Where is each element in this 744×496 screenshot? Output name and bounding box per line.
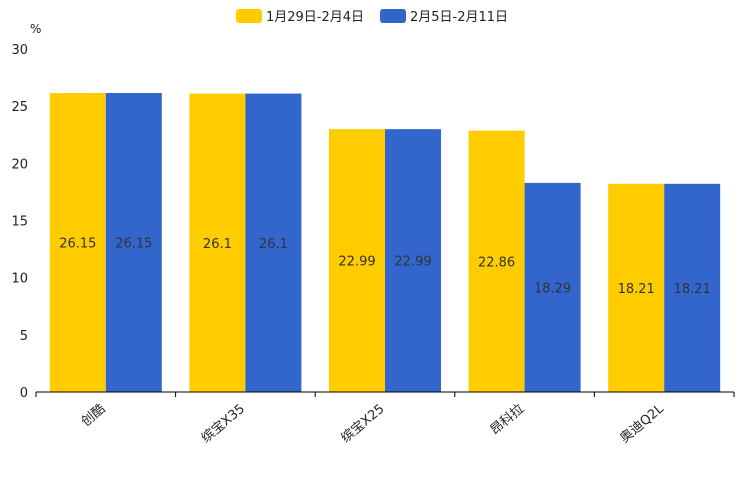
bar-value-label: 26.15 xyxy=(59,237,96,252)
legend-item-series-2[interactable]: 2月5日-2月11日 xyxy=(380,6,508,25)
bar xyxy=(664,183,721,392)
bar-value-label: 18.21 xyxy=(674,282,711,297)
bar-value-label: 18.29 xyxy=(534,281,571,296)
y-tick-label: 0 xyxy=(20,386,28,401)
bar-value-label: 22.86 xyxy=(478,255,515,270)
legend-swatch-series-2 xyxy=(380,8,406,23)
x-tick-label: 缤宝X35 xyxy=(198,401,248,446)
bar xyxy=(524,182,581,392)
x-tick-label: 缤宝X25 xyxy=(338,401,388,446)
bar-value-label: 26.15 xyxy=(115,237,152,252)
x-tick-label: 创酷 xyxy=(79,402,109,430)
x-tick-label: 昂科拉 xyxy=(488,402,528,439)
bar xyxy=(468,130,525,392)
y-tick-label: 5 xyxy=(20,329,28,344)
bar-value-label: 18.21 xyxy=(618,282,655,297)
x-tick-label: 奥迪Q2L xyxy=(617,401,667,446)
legend-label-series-2: 2月5日-2月11日 xyxy=(410,10,509,25)
legend-item-series-1[interactable]: 1月29日-2月4日 xyxy=(235,6,364,25)
bar xyxy=(189,93,246,392)
bar-value-label: 26.1 xyxy=(259,237,288,252)
y-axis-unit: % xyxy=(30,22,42,36)
bar xyxy=(105,93,162,392)
y-tick-label: 20 xyxy=(11,157,28,172)
y-tick-label: 15 xyxy=(11,215,28,230)
bar-value-label: 26.1 xyxy=(203,237,232,252)
bar-value-label: 22.99 xyxy=(338,255,375,270)
legend-swatch-series-1 xyxy=(235,8,262,23)
y-tick-label: 30 xyxy=(11,43,28,58)
bar xyxy=(245,93,302,392)
bar xyxy=(49,93,106,392)
bar xyxy=(329,129,385,393)
y-tick-label: 25 xyxy=(11,100,28,115)
bar-value-label: 22.99 xyxy=(394,255,431,270)
legend-label-series-1: 1月29日-2月4日 xyxy=(265,10,364,25)
bar xyxy=(608,183,665,392)
bar xyxy=(385,129,441,393)
y-tick-label: 10 xyxy=(11,272,28,287)
legend: 1月29日-2月4日 2月5日-2月11日 xyxy=(0,6,744,25)
